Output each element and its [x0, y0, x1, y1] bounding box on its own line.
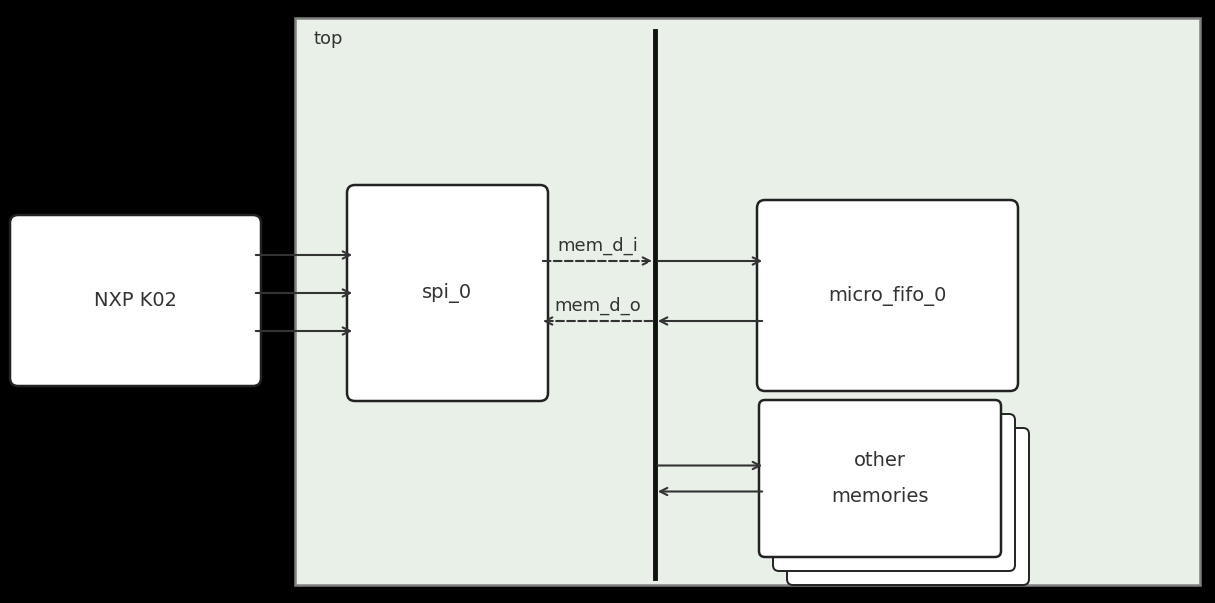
FancyBboxPatch shape — [759, 400, 1001, 557]
Text: memories: memories — [831, 487, 928, 506]
Text: mem_d_o: mem_d_o — [554, 297, 640, 315]
FancyBboxPatch shape — [787, 428, 1029, 585]
Text: NXP K02: NXP K02 — [94, 291, 177, 310]
Text: mem_d_i: mem_d_i — [556, 237, 638, 255]
FancyBboxPatch shape — [347, 185, 548, 401]
Bar — [295, 18, 1200, 585]
Text: spi_0: spi_0 — [423, 283, 473, 303]
Text: top: top — [313, 30, 343, 48]
Text: other: other — [854, 451, 906, 470]
FancyBboxPatch shape — [773, 414, 1015, 571]
FancyBboxPatch shape — [10, 215, 261, 386]
FancyBboxPatch shape — [757, 200, 1018, 391]
Text: micro_fifo_0: micro_fifo_0 — [829, 285, 946, 306]
